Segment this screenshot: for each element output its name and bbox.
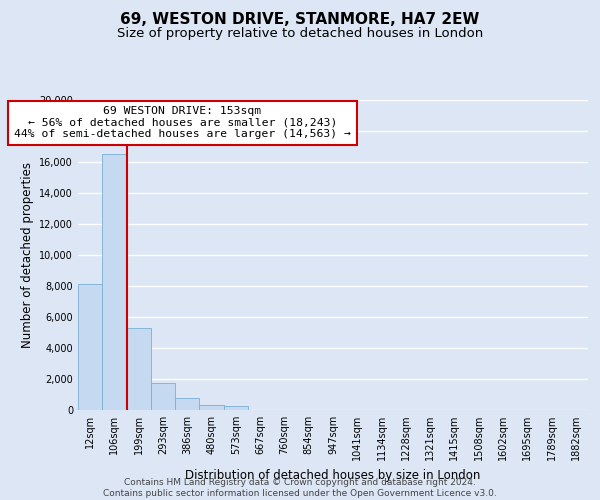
Bar [175, 398, 199, 410]
Bar [199, 406, 224, 410]
Text: Contains HM Land Registry data © Crown copyright and database right 2024.
Contai: Contains HM Land Registry data © Crown c… [103, 478, 497, 498]
Y-axis label: Number of detached properties: Number of detached properties [21, 162, 34, 348]
Text: 69, WESTON DRIVE, STANMORE, HA7 2EW: 69, WESTON DRIVE, STANMORE, HA7 2EW [121, 12, 479, 28]
Text: Size of property relative to detached houses in London: Size of property relative to detached ho… [117, 28, 483, 40]
Bar [102, 154, 127, 410]
Text: 69 WESTON DRIVE: 153sqm
← 56% of detached houses are smaller (18,243)
44% of sem: 69 WESTON DRIVE: 153sqm ← 56% of detache… [14, 106, 351, 140]
Bar [127, 328, 151, 410]
Bar [151, 383, 175, 410]
X-axis label: Distribution of detached houses by size in London: Distribution of detached houses by size … [185, 468, 481, 481]
Bar [78, 284, 102, 410]
Bar [224, 406, 248, 410]
